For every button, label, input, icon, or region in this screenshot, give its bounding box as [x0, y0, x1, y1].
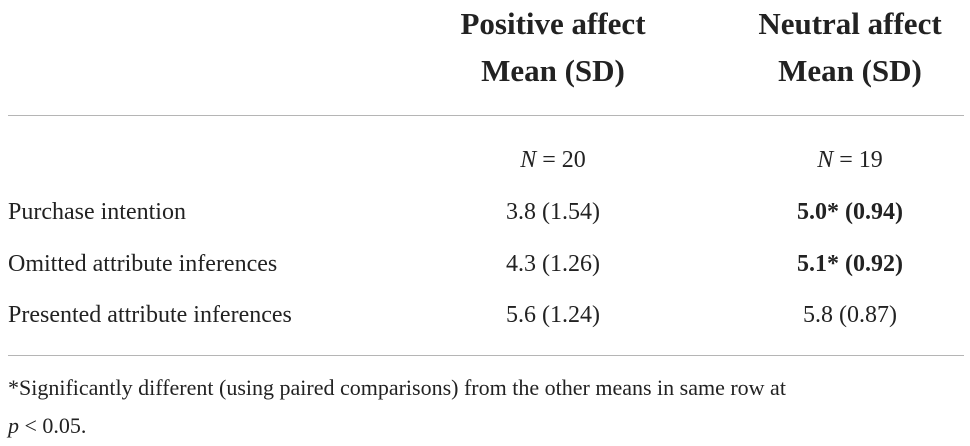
table-header: Positive affect Mean (SD) Neutral affect… [0, 0, 970, 110]
footer-divider [8, 355, 964, 356]
n-symbol: N [817, 147, 834, 173]
row-label: Purchase intention [8, 199, 186, 225]
p-threshold: < 0.05. [19, 413, 87, 438]
cell-neutral: 5.8 (0.87) [803, 302, 897, 328]
row-label: Omitted attribute inferences [8, 251, 278, 277]
cell-positive: 3.8 (1.54) [506, 199, 600, 225]
sample-size-neutral: N = 19 [733, 140, 967, 180]
column-header-positive-affect: Positive affect Mean (SD) [437, 0, 669, 94]
column-header-neutral-affect: Neutral affect Mean (SD) [733, 0, 967, 94]
table-row: Omitted attribute inferences 4.3 (1.26) … [0, 244, 970, 284]
sample-size-row: N = 20 N = 19 [0, 140, 970, 180]
cell-neutral: 5.1* (0.92) [797, 251, 903, 277]
column-header-subtitle: Mean (SD) [481, 53, 625, 88]
column-header-subtitle: Mean (SD) [778, 53, 922, 88]
footnote-line: *Significantly different (using paired c… [8, 375, 786, 400]
table-row: Purchase intention 3.8 (1.54) 5.0* (0.94… [0, 192, 970, 232]
table-row: Presented attribute inferences 5.6 (1.24… [0, 295, 970, 335]
n-symbol: N [520, 147, 537, 173]
header-divider [8, 115, 964, 116]
n-value: = 19 [839, 147, 883, 173]
column-header-title: Neutral affect [758, 6, 942, 41]
cell-positive: 4.3 (1.26) [506, 251, 600, 277]
footnote-line: p < 0.05. [8, 407, 966, 445]
column-header-title: Positive affect [460, 6, 646, 41]
cell-neutral: 5.0* (0.94) [797, 199, 903, 225]
n-value: = 20 [542, 147, 586, 173]
sample-size-positive: N = 20 [437, 140, 669, 180]
p-symbol: p [8, 413, 19, 438]
row-label: Presented attribute inferences [8, 302, 292, 328]
table-footnote: *Significantly different (using paired c… [8, 369, 966, 445]
cell-positive: 5.6 (1.24) [506, 302, 600, 328]
